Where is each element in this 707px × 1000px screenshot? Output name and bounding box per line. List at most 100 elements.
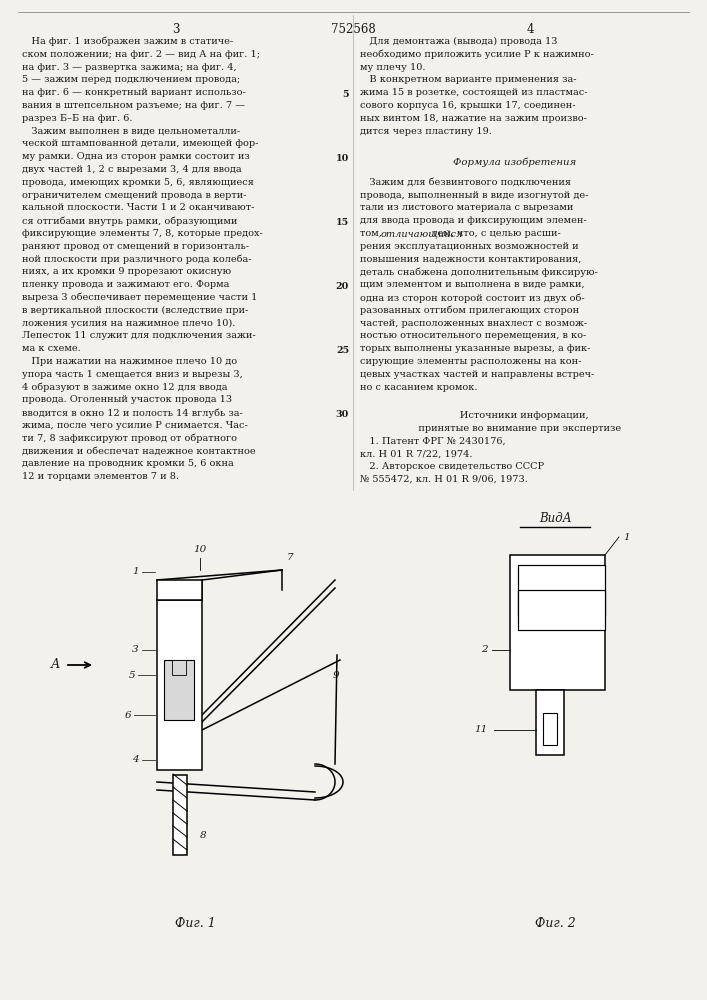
Text: 4: 4 <box>526 23 534 36</box>
Bar <box>536 690 564 755</box>
Text: цевых участках частей и направлены встреч-: цевых участках частей и направлены встре… <box>360 370 595 379</box>
Text: 25: 25 <box>336 346 349 355</box>
Text: 10: 10 <box>194 545 206 554</box>
Text: ностью относительного перемещения, в ко-: ностью относительного перемещения, в ко- <box>360 331 586 340</box>
Text: ческой штампованной детали, имеющей фор-: ческой штампованной детали, имеющей фор- <box>22 139 258 148</box>
Text: том,: том, <box>360 229 385 238</box>
Text: Зажим выполнен в виде цельнометалли-: Зажим выполнен в виде цельнометалли- <box>22 127 240 136</box>
Text: на фиг. 6 — конкретный вариант использо-: на фиг. 6 — конкретный вариант использо- <box>22 88 246 97</box>
Text: вводится в окно 12 и полость 14 вглубь за-: вводится в окно 12 и полость 14 вглубь з… <box>22 408 243 418</box>
Text: 6: 6 <box>124 710 131 720</box>
Text: принятые во внимание при экспертизе: принятые во внимание при экспертизе <box>409 424 621 433</box>
Text: в вертикальной плоскости (вследствие при-: в вертикальной плоскости (вследствие при… <box>22 306 248 315</box>
Text: 1: 1 <box>623 532 630 542</box>
Text: Зажим для безвинтового подключения: Зажим для безвинтового подключения <box>360 178 571 187</box>
Text: для ввода провода и фиксирующим элемен-: для ввода провода и фиксирующим элемен- <box>360 216 587 225</box>
Text: 8: 8 <box>200 830 206 840</box>
Text: выреза 3 обеспечивает перемещение части 1: выреза 3 обеспечивает перемещение части … <box>22 293 257 302</box>
Text: 4 образуют в зажиме окно 12 для ввода: 4 образуют в зажиме окно 12 для ввода <box>22 383 228 392</box>
Bar <box>510 555 605 690</box>
Text: Лепесток 11 служит для подключения зажи-: Лепесток 11 служит для подключения зажи- <box>22 331 256 340</box>
Bar <box>172 660 186 675</box>
Text: 5: 5 <box>342 90 349 99</box>
Text: 11: 11 <box>474 726 488 734</box>
Text: тем, что, с целью расши-: тем, что, с целью расши- <box>429 229 561 238</box>
Text: Фиг. 1: Фиг. 1 <box>175 917 216 930</box>
Bar <box>543 713 557 745</box>
Text: но с касанием кромок.: но с касанием кромок. <box>360 383 477 392</box>
Bar <box>173 775 187 855</box>
Text: 3: 3 <box>132 646 139 654</box>
Text: раняют провод от смещений в горизонталь-: раняют провод от смещений в горизонталь- <box>22 242 249 251</box>
Bar <box>157 580 202 600</box>
Text: ском положении; на фиг. 2 — вид А на фиг. 1;: ском положении; на фиг. 2 — вид А на фиг… <box>22 50 260 59</box>
Text: 3: 3 <box>173 23 180 36</box>
Text: 10: 10 <box>336 154 349 163</box>
Text: кальной плоскости. Части 1 и 2 оканчивают-: кальной плоскости. Части 1 и 2 оканчиваю… <box>22 203 255 212</box>
Text: тали из листового материала с вырезами: тали из листового материала с вырезами <box>360 203 573 212</box>
Text: При нажатии на нажимное плечо 10 до: При нажатии на нажимное плечо 10 до <box>22 357 237 366</box>
Text: пленку провода и зажимают его. Форма: пленку провода и зажимают его. Форма <box>22 280 229 289</box>
Bar <box>157 600 202 770</box>
Text: торых выполнены указанные вырезы, а фик-: торых выполнены указанные вырезы, а фик- <box>360 344 590 353</box>
Text: № 555472, кл. Н 01 R 9/06, 1973.: № 555472, кл. Н 01 R 9/06, 1973. <box>360 475 528 484</box>
Text: 7: 7 <box>286 553 293 562</box>
Text: 9: 9 <box>333 670 339 680</box>
Bar <box>518 565 605 615</box>
Text: движения и обеспечат надежное контактное: движения и обеспечат надежное контактное <box>22 447 256 456</box>
Text: 2. Авторское свидетельство СССР: 2. Авторское свидетельство СССР <box>360 462 544 471</box>
Text: повышения надежности контактирования,: повышения надежности контактирования, <box>360 255 581 264</box>
Text: рения эксплуатационных возможностей и: рения эксплуатационных возможностей и <box>360 242 578 251</box>
Text: 15: 15 <box>336 218 349 227</box>
Text: 4: 4 <box>132 756 139 764</box>
Text: провода. Оголенный участок провода 13: провода. Оголенный участок провода 13 <box>22 395 232 404</box>
Text: давление на проводник кромки 5, 6 окна: давление на проводник кромки 5, 6 окна <box>22 459 234 468</box>
Text: частей, расположенных внахлест с возмож-: частей, расположенных внахлест с возмож- <box>360 319 587 328</box>
Text: жима 15 в розетке, состоящей из пластмас-: жима 15 в розетке, состоящей из пластмас… <box>360 88 588 97</box>
Text: кл. Н 01 R 7/22, 1974.: кл. Н 01 R 7/22, 1974. <box>360 449 472 458</box>
Text: упора часть 1 смещается вниз и вырезы 3,: упора часть 1 смещается вниз и вырезы 3, <box>22 370 243 379</box>
Text: необходимо приложить усилие P к нажимно-: необходимо приложить усилие P к нажимно- <box>360 50 594 59</box>
Text: ложения усилия на нажимное плечо 10).: ложения усилия на нажимное плечо 10). <box>22 319 235 328</box>
Text: А: А <box>50 658 60 672</box>
Text: 5: 5 <box>129 670 135 680</box>
Text: ниях, а их кромки 9 прорезают окисную: ниях, а их кромки 9 прорезают окисную <box>22 267 231 276</box>
Text: Фиг. 2: Фиг. 2 <box>534 917 575 930</box>
Text: ных винтом 18, нажатие на зажим произво-: ных винтом 18, нажатие на зажим произво- <box>360 114 587 123</box>
Text: провода, выполненный в виде изогнутой де-: провода, выполненный в виде изогнутой де… <box>360 191 588 200</box>
Text: ти 7, 8 зафиксируют провод от обратного: ти 7, 8 зафиксируют провод от обратного <box>22 434 237 443</box>
Text: дится через пластину 19.: дится через пластину 19. <box>360 127 492 136</box>
Text: Источники информации,: Источники информации, <box>441 411 589 420</box>
Text: Для демонтажа (вывода) провода 13: Для демонтажа (вывода) провода 13 <box>360 37 558 46</box>
Text: одна из сторон которой состоит из двух об-: одна из сторон которой состоит из двух о… <box>360 293 585 303</box>
Text: В конкретном варианте применения за-: В конкретном варианте применения за- <box>360 75 576 84</box>
Text: деталь снабжена дополнительным фиксирую-: деталь снабжена дополнительным фиксирую- <box>360 267 597 277</box>
Text: разрез Б–Б на фиг. 6.: разрез Б–Б на фиг. 6. <box>22 114 132 123</box>
Text: му рамки. Одна из сторон рамки состоит из: му рамки. Одна из сторон рамки состоит и… <box>22 152 250 161</box>
Text: жима, после чего усилие P снимается. Час-: жима, после чего усилие P снимается. Час… <box>22 421 247 430</box>
Text: 30: 30 <box>336 410 349 419</box>
Text: 1: 1 <box>132 568 139 576</box>
Text: 5 — зажим перед подключением провода;: 5 — зажим перед подключением провода; <box>22 75 240 84</box>
Text: 12 и торцами элементов 7 и 8.: 12 и торцами элементов 7 и 8. <box>22 472 179 481</box>
Text: провода, имеющих кромки 5, 6, являющиеся: провода, имеющих кромки 5, 6, являющиеся <box>22 178 254 187</box>
Text: ной плоскости при различного рода колеба-: ной плоскости при различного рода колеба… <box>22 255 252 264</box>
Text: ма к схеме.: ма к схеме. <box>22 344 81 353</box>
Text: Формула изобретения: Формула изобретения <box>453 157 577 167</box>
Text: на фиг. 3 — развертка зажима; на фиг. 4,: на фиг. 3 — развертка зажима; на фиг. 4, <box>22 63 237 72</box>
Text: двух частей 1, 2 с вырезами 3, 4 для ввода: двух частей 1, 2 с вырезами 3, 4 для вво… <box>22 165 242 174</box>
Text: ограничителем смещений провода в верти-: ограничителем смещений провода в верти- <box>22 191 247 200</box>
Text: 2: 2 <box>481 646 488 654</box>
Text: вания в штепсельном разъеме; на фиг. 7 —: вания в штепсельном разъеме; на фиг. 7 — <box>22 101 245 110</box>
Text: 752568: 752568 <box>331 23 375 36</box>
Bar <box>518 590 605 630</box>
Text: отличающийся: отличающийся <box>380 229 463 238</box>
Text: ВидА: ВидА <box>539 512 571 525</box>
Text: ся отгибами внутрь рамки, образующими: ся отгибами внутрь рамки, образующими <box>22 216 238 226</box>
Bar <box>164 660 194 720</box>
Text: сирующие элементы расположены на кон-: сирующие элементы расположены на кон- <box>360 357 581 366</box>
Text: 20: 20 <box>336 282 349 291</box>
Text: 1. Патент ФРГ № 2430176,: 1. Патент ФРГ № 2430176, <box>360 436 506 445</box>
Text: На фиг. 1 изображен зажим в статиче-: На фиг. 1 изображен зажим в статиче- <box>22 37 233 46</box>
Text: сового корпуса 16, крышки 17, соединен-: сового корпуса 16, крышки 17, соединен- <box>360 101 575 110</box>
